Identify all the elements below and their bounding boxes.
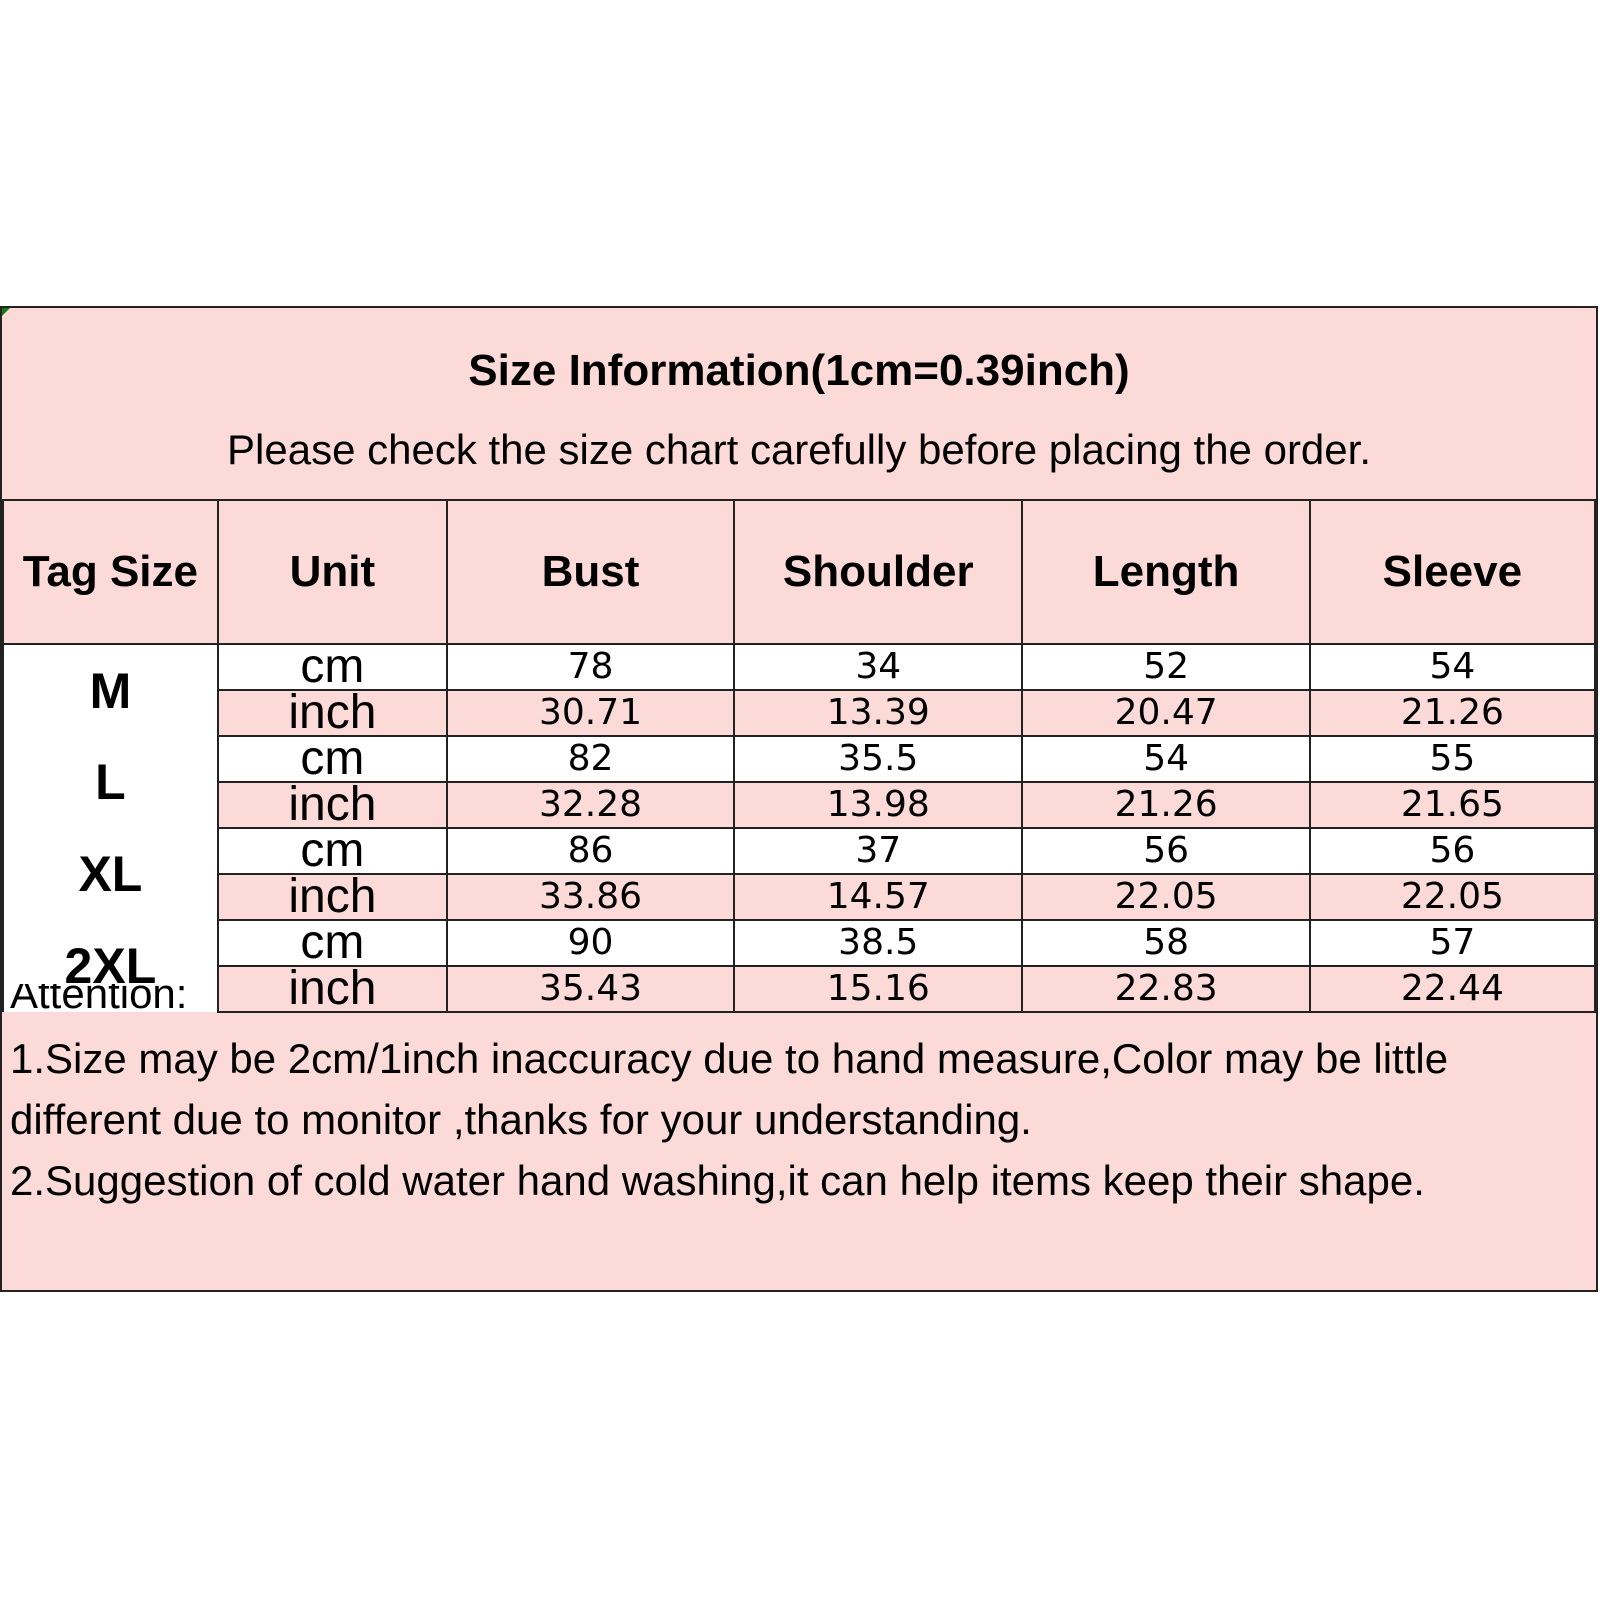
length-cell: 22.83	[1021, 965, 1311, 1013]
shoulder-cell: 13.39	[733, 689, 1024, 737]
tag-size-cell: L	[2, 736, 219, 828]
note-1: 1.Size may be 2cm/1inch inaccuracy due t…	[10, 1035, 1449, 1143]
note-2: 2.Suggestion of cold water hand washing,…	[10, 1157, 1425, 1204]
chart-title: Size Information(1cm=0.39inch)	[468, 346, 1130, 395]
sleeve-cell: 56	[1308, 827, 1597, 875]
header-unit: Unit	[216, 499, 449, 645]
unit-cell: cm	[216, 919, 449, 967]
bust-cell: 32.28	[446, 781, 736, 829]
sleeve-cell: 57	[1308, 919, 1597, 967]
bust-cell: 33.86	[446, 873, 736, 921]
shoulder-cell: 13.98	[733, 781, 1024, 829]
unit-cell: cm	[216, 643, 449, 691]
shoulder-cell: 15.16	[733, 965, 1024, 1013]
length-cell: 22.05	[1021, 873, 1311, 921]
bust-cell: 30.71	[446, 689, 736, 737]
table-row: inch 32.28 13.98 21.26 21.65	[3, 781, 1597, 829]
header-row: Tag Size Unit Bust Shoulder Length Sleev…	[2, 499, 1597, 645]
chart-subtitle: Please check the size chart carefully be…	[227, 426, 1371, 473]
length-cell: 52	[1021, 643, 1311, 691]
header-sleeve: Sleeve	[1308, 499, 1597, 645]
bust-cell: 35.43	[446, 965, 736, 1013]
sleeve-cell: 21.65	[1308, 781, 1597, 829]
length-cell: 58	[1021, 919, 1311, 967]
unit-cell: inch	[216, 873, 449, 921]
length-cell: 20.47	[1021, 689, 1311, 737]
shoulder-cell: 34	[733, 643, 1024, 691]
shoulder-cell: 35.5	[733, 735, 1024, 783]
unit-cell: inch	[216, 781, 449, 829]
sleeve-cell: 54	[1308, 643, 1597, 691]
tag-size-cell: M	[2, 644, 219, 736]
length-cell: 54	[1021, 735, 1311, 783]
shoulder-cell: 38.5	[733, 919, 1024, 967]
notes: 1.Size may be 2cm/1inch inaccuracy due t…	[10, 1028, 1588, 1290]
header-tag-size: Tag Size	[2, 499, 219, 645]
sleeve-cell: 22.05	[1308, 873, 1597, 921]
attention-label: Attention:	[10, 984, 188, 1017]
unit-cell: cm	[216, 735, 449, 783]
size-chart: Size Information(1cm=0.39inch) Please ch…	[0, 306, 1598, 1292]
table-row: 2XL cm 90 38.5 58 57	[2, 919, 1597, 1012]
unit-cell: inch	[216, 965, 449, 1013]
table-row: inch 33.86 14.57 22.05 22.05	[3, 873, 1597, 921]
header-shoulder: Shoulder	[733, 499, 1024, 645]
bust-cell: 82	[446, 735, 736, 783]
shoulder-cell: 37	[733, 827, 1024, 875]
table-row: XL cm 86 37 56 56	[2, 827, 1597, 920]
sleeve-cell: 21.26	[1308, 689, 1597, 737]
sleeve-cell: 22.44	[1308, 965, 1597, 1013]
bust-cell: 86	[446, 827, 736, 875]
size-table: Tag Size Unit Bust Shoulder Length Sleev…	[2, 499, 1597, 1013]
length-cell: 21.26	[1021, 781, 1311, 829]
cell-marker-icon	[2, 308, 10, 316]
tag-size-cell: 2XL	[2, 920, 219, 1012]
length-cell: 56	[1021, 827, 1311, 875]
table-row: inch 30.71 13.39 20.47 21.26	[3, 689, 1597, 737]
header-bust: Bust	[446, 499, 736, 645]
shoulder-cell: 14.57	[733, 873, 1024, 921]
table-row: inch 35.43 15.16 22.83 22.44	[3, 965, 1597, 1013]
bust-cell: 90	[446, 919, 736, 967]
unit-cell: cm	[216, 827, 449, 875]
unit-cell: inch	[216, 689, 449, 737]
tag-size-cell: XL	[2, 828, 219, 920]
bust-cell: 78	[446, 643, 736, 691]
header-length: Length	[1021, 499, 1311, 645]
sleeve-cell: 55	[1308, 735, 1597, 783]
